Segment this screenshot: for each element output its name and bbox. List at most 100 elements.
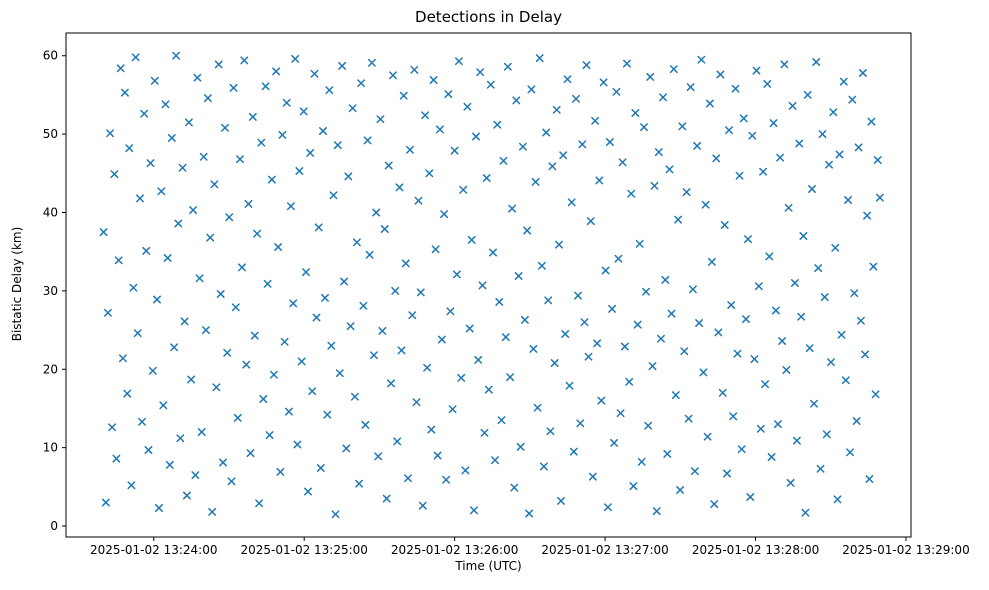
data-point-marker — [216, 290, 225, 298]
data-point-marker — [412, 398, 421, 407]
data-point-marker — [680, 347, 689, 356]
data-point-marker — [201, 326, 210, 335]
data-point-marker — [820, 293, 829, 302]
data-point-marker — [591, 116, 600, 125]
data-point-marker — [739, 114, 748, 123]
data-point-marker — [374, 452, 383, 461]
data-point-marker — [688, 285, 697, 294]
data-point-marker — [508, 204, 517, 213]
data-point-marker — [546, 427, 555, 436]
data-point-marker — [873, 156, 882, 164]
data-point-marker — [304, 487, 312, 496]
data-point-marker — [605, 138, 614, 146]
data-point-marker — [595, 176, 604, 185]
data-point-marker — [818, 130, 827, 139]
data-point-marker — [518, 142, 527, 151]
y-tick-label: 40 — [43, 205, 58, 219]
data-point-marker — [159, 401, 168, 410]
data-point-marker — [361, 420, 370, 429]
data-point-marker — [582, 61, 591, 70]
data-point-marker — [674, 215, 683, 224]
data-point-marker — [267, 175, 276, 184]
data-point-marker — [565, 381, 574, 390]
data-point-marker — [269, 370, 278, 379]
data-point-marker — [101, 498, 110, 507]
data-point-marker — [146, 159, 155, 168]
data-point-marker — [467, 235, 476, 244]
data-point-marker — [512, 96, 521, 105]
data-point-marker — [603, 503, 612, 512]
data-point-marker — [142, 246, 151, 255]
data-point-marker — [278, 130, 287, 139]
data-point-marker — [699, 368, 708, 377]
data-point-marker — [754, 282, 763, 291]
y-tick-label: 60 — [43, 49, 58, 63]
data-point-marker — [769, 119, 778, 128]
data-point-marker — [712, 154, 721, 163]
data-point-marker — [844, 196, 853, 204]
data-point-marker — [321, 293, 329, 302]
data-point-marker — [580, 318, 589, 327]
data-point-marker — [440, 210, 449, 219]
data-point-marker — [180, 317, 189, 326]
data-point-marker — [527, 85, 536, 94]
data-point-marker — [850, 289, 859, 298]
data-point-marker — [214, 60, 223, 69]
data-point-marker — [650, 181, 659, 190]
data-point-marker — [669, 65, 678, 74]
data-point-marker — [414, 196, 423, 205]
y-tick-label: 20 — [43, 362, 58, 376]
data-point-marker — [454, 57, 463, 66]
data-point-marker — [795, 139, 804, 148]
data-point-marker — [788, 101, 797, 110]
data-point-marker — [108, 423, 117, 432]
data-point-marker — [167, 134, 176, 142]
data-point-marker — [808, 185, 816, 193]
data-point-marker — [219, 458, 227, 467]
data-point-marker — [491, 456, 499, 465]
data-point-marker — [178, 163, 187, 172]
data-point-marker — [514, 272, 523, 280]
data-point-marker — [144, 446, 153, 454]
data-point-marker — [274, 243, 283, 251]
data-point-marker — [99, 228, 108, 237]
data-point-marker — [671, 391, 680, 400]
data-point-marker — [657, 334, 665, 343]
data-point-marker — [450, 146, 459, 155]
data-point-marker — [803, 90, 812, 99]
data-point-marker — [176, 434, 185, 443]
data-point-marker — [531, 177, 540, 186]
y-tick-label: 0 — [50, 519, 58, 533]
x-tick-label: 2025-01-02 13:26:00 — [391, 543, 518, 557]
data-point-marker — [686, 83, 695, 92]
data-point-marker — [652, 507, 661, 516]
data-point-marker — [782, 366, 791, 374]
data-point-marker — [584, 352, 593, 361]
data-point-marker — [227, 477, 236, 486]
data-point-marker — [550, 359, 559, 367]
x-tick-label: 2025-01-02 13:25:00 — [240, 543, 367, 557]
data-point-marker — [742, 315, 750, 324]
data-point-marker — [210, 180, 219, 189]
data-point-marker — [406, 145, 414, 154]
data-point-marker — [848, 95, 857, 104]
data-point-marker — [837, 330, 846, 339]
data-point-marker — [765, 252, 774, 261]
data-point-marker — [499, 156, 508, 165]
data-point-marker — [255, 499, 264, 508]
data-point-marker — [157, 187, 166, 196]
data-point-marker — [523, 226, 532, 235]
data-point-marker — [133, 329, 142, 338]
y-tick-label: 30 — [43, 284, 58, 298]
data-point-marker — [150, 76, 159, 85]
data-point-marker — [678, 122, 687, 131]
data-point-marker — [510, 483, 519, 492]
data-point-marker — [746, 493, 755, 501]
data-point-marker — [193, 73, 202, 82]
data-point-marker — [792, 436, 801, 445]
data-point-marker — [767, 453, 776, 461]
data-point-marker — [520, 315, 529, 324]
data-point-marker — [189, 206, 198, 215]
data-point-marker — [744, 235, 752, 244]
data-point-marker — [342, 444, 351, 453]
